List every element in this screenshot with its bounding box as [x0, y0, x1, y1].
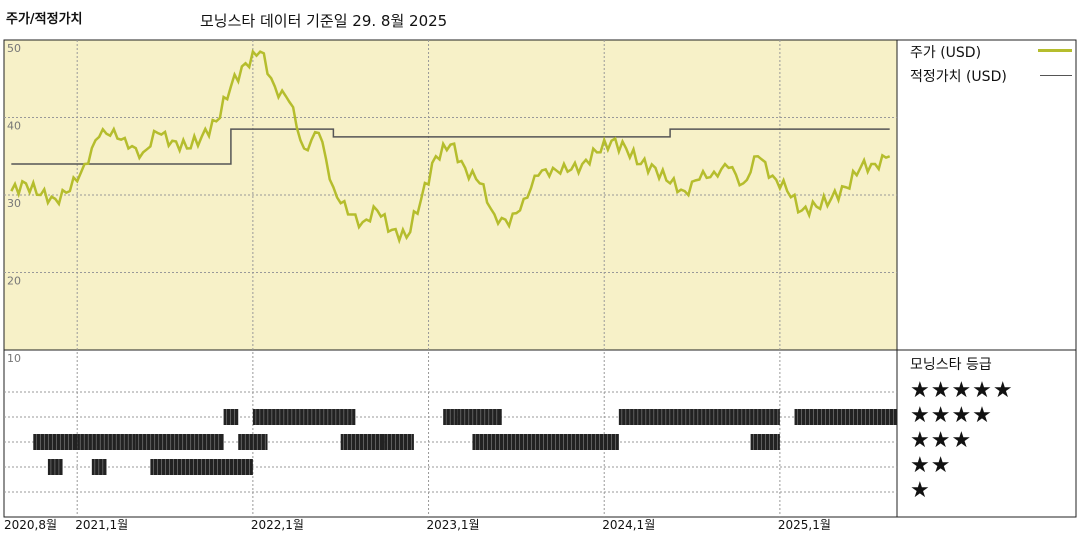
legend-fair: 적정가치 (USD) [910, 66, 1007, 86]
chart-title: 주가/적정가치 [6, 12, 83, 27]
rating-panel-title: 모닝스타 등급 [910, 357, 992, 373]
star-rating-1: ★ [910, 478, 931, 503]
rating-segment [223, 409, 239, 425]
data-date-subtitle: 모닝스타 데이터 기준일 29. 8월 2025 [200, 12, 448, 30]
rating-segment [443, 409, 458, 425]
rating-segment [47, 459, 63, 475]
y-tick-label: 30 [7, 197, 21, 210]
x-tick-label: 2022,1월 [251, 518, 304, 532]
x-tick-label: 2020,8월 [4, 518, 57, 532]
y-tick-label: 10 [7, 352, 21, 365]
x-tick-label: 2021,1월 [75, 518, 128, 532]
legend-price-swatch [1038, 49, 1072, 52]
y-tick-label: 50 [7, 42, 21, 55]
rating-segment [91, 459, 107, 475]
x-tick-label: 2024,1월 [602, 518, 655, 532]
rating-segment [618, 409, 780, 425]
star-rating-3: ★★★ [910, 428, 973, 453]
x-tick-label: 2023,1월 [427, 518, 480, 532]
star-rating-4: ★★★★ [910, 403, 993, 428]
rating-segment [340, 434, 385, 450]
rating-segment [238, 434, 268, 450]
rating-segment [77, 434, 136, 450]
rating-segment [135, 434, 224, 450]
rating-segment [472, 434, 619, 450]
rating-segment [33, 434, 78, 450]
rating-segment [750, 434, 780, 450]
legend-price-label: 주가 (USD) [910, 45, 982, 61]
fair-value-line [11, 128, 890, 165]
legend-fair-swatch [1040, 75, 1072, 76]
x-tick-label: 2025,1월 [778, 518, 831, 532]
chart-frame [3, 39, 1077, 518]
price-line [10, 48, 891, 245]
star-rating-5: ★★★★★ [910, 378, 1014, 403]
y-tick-label: 40 [7, 120, 21, 133]
rating-segment [457, 409, 502, 425]
legend-fair-label: 적정가치 (USD) [910, 69, 1007, 85]
legend-price: 주가 (USD) [910, 42, 981, 62]
rating-segment [384, 434, 414, 450]
y-tick-label: 20 [7, 275, 21, 288]
star-rating-2: ★★ [910, 453, 952, 478]
